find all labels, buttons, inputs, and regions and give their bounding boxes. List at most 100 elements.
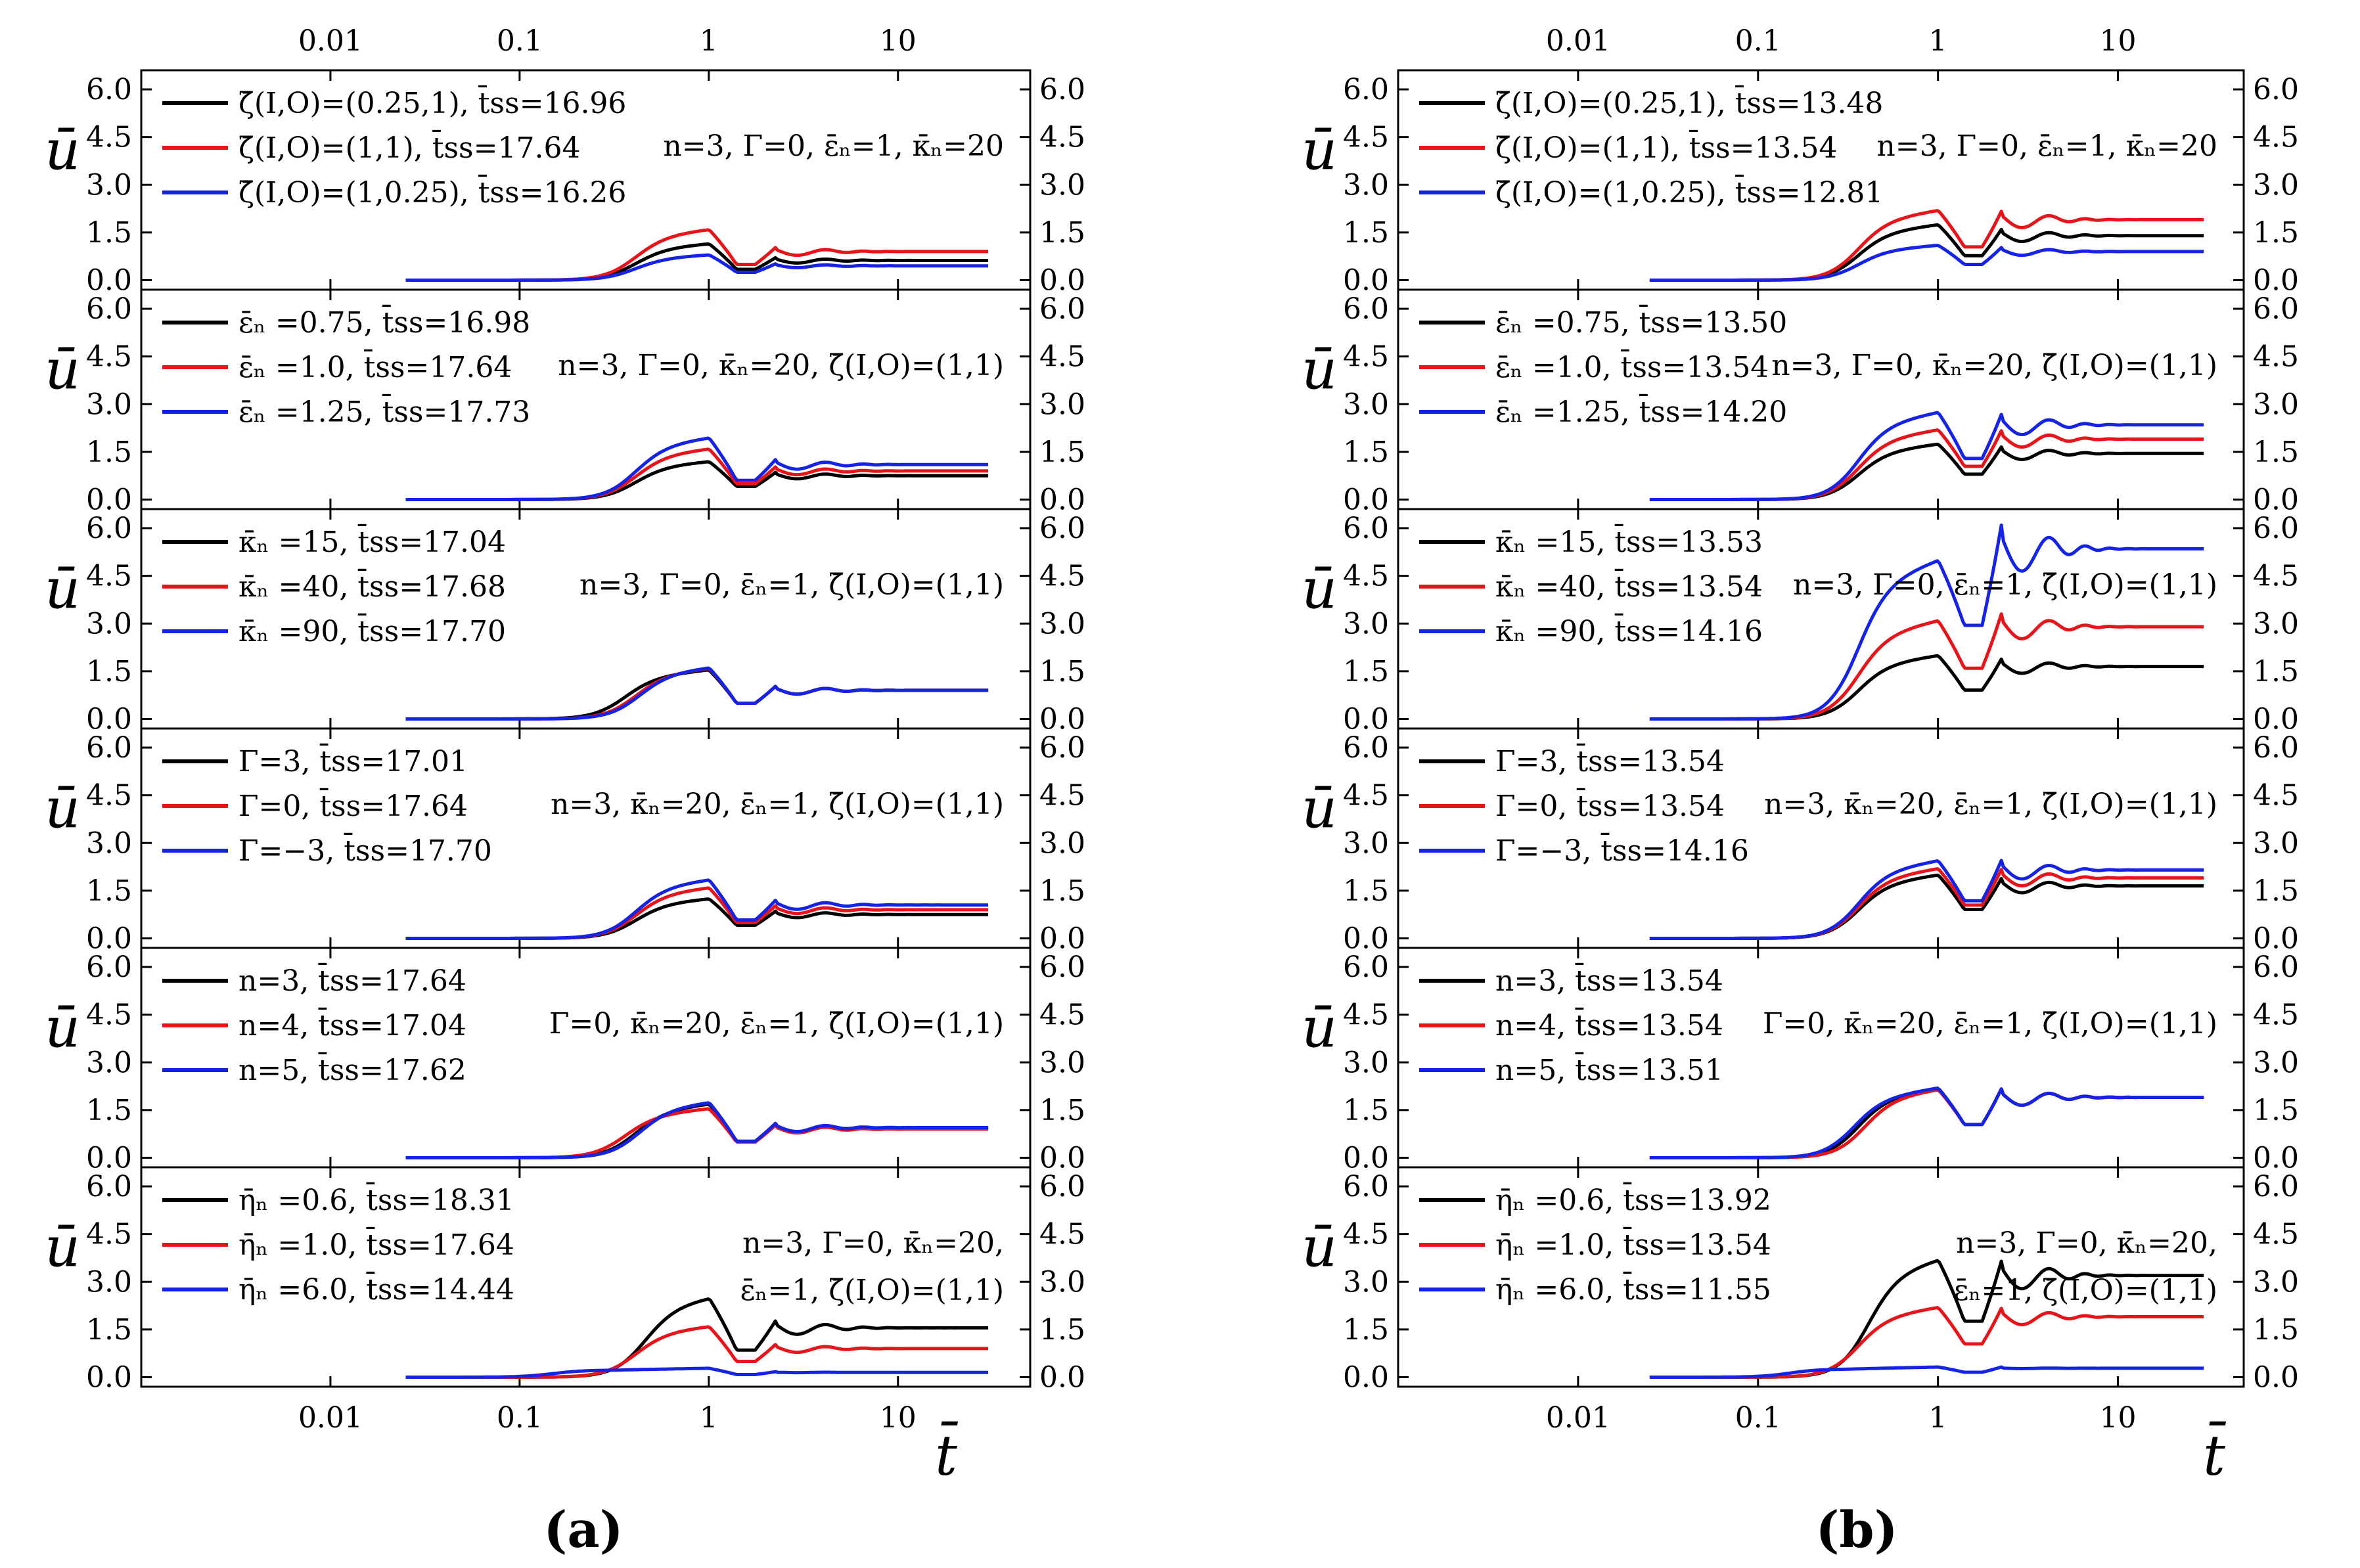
y-axis-label: ū (45, 995, 80, 1060)
y-tick-label-right: 4.5 (2253, 998, 2299, 1032)
y-tick-label-right: 6.0 (2253, 512, 2299, 545)
y-axis-label: ū (45, 776, 80, 840)
panel-b-6: 0.0 0.0 1.5 1.5 3.0 3.0 4.5 4.5 6.0 6.0 0.01 0.1 1 10… (1302, 1166, 2299, 1435)
series-line-3 (405, 878, 989, 940)
x-tick-label-bottom: 0.01 (298, 1401, 363, 1435)
parameter-annotation: n=3, κ̄ₙ=20, ε̄ₙ=1, ζ̄(I,O)=(1,1) (1764, 788, 2217, 821)
legend-label-2: ε̄ₙ =1.0, t̄ss=13.54 (1495, 348, 1769, 384)
legend-label-1: ε̄ₙ =0.75, t̄ss=13.50 (1495, 303, 1787, 340)
y-tick-label-right: 4.5 (2253, 121, 2299, 154)
y-tick-label-right: 0.0 (2253, 702, 2299, 736)
y-tick-label-right: 4.5 (1039, 1218, 1085, 1251)
y-tick-label-left: 6.0 (1343, 73, 1389, 106)
x-axis-label-a: t̄ (935, 1421, 959, 1488)
legend-label-2: Γ=0, t̄ss=13.54 (1495, 787, 1725, 823)
legend-label-3: Γ=−3, t̄ss=14.16 (1495, 832, 1749, 868)
y-tick-label-right: 6.0 (1039, 731, 1085, 765)
y-tick-label-right: 0.0 (1039, 922, 1085, 955)
y-tick-label-right: 4.5 (1039, 998, 1085, 1032)
y-tick-label-right: 3.0 (1039, 1265, 1085, 1299)
legend-label-1: η̄ₙ =0.6, t̄ss=13.92 (1495, 1181, 1771, 1217)
y-tick-label-left: 3.0 (1343, 1046, 1389, 1079)
y-tick-label-right: 3.0 (2253, 1265, 2299, 1299)
series-line-3 (1649, 1365, 2204, 1379)
parameter-annotation: n=3, Γ=0, ε̄ₙ=1, κ̄ₙ=20 (1876, 129, 2217, 163)
series-line-3 (405, 1366, 989, 1379)
series-line-1 (1649, 654, 2204, 721)
y-tick-label-left: 1.5 (1343, 216, 1389, 250)
y-axis-label: ū (1302, 118, 1337, 182)
x-axis-label-b: t̄ (2203, 1421, 2227, 1488)
y-tick-label-right: 6.0 (1039, 512, 1085, 545)
x-tick-label-top: 0.1 (497, 24, 543, 58)
y-tick-label-left: 3.0 (1343, 168, 1389, 202)
y-tick-label-left: 4.5 (86, 998, 132, 1032)
panel-label-a: (a) (543, 1500, 623, 1559)
series-line-1 (1649, 442, 2204, 501)
legend-label-1: κ̄ₙ =15, t̄ss=13.53 (1495, 523, 1763, 559)
y-tick-label-right: 1.5 (1039, 216, 1085, 250)
legend-label-2: η̄ₙ =1.0, t̄ss=17.64 (238, 1226, 514, 1262)
y-tick-label-left: 6.0 (86, 512, 132, 545)
y-tick-label-right: 0.0 (1039, 1141, 1085, 1175)
panel-a-4: 0.0 0.01.5 1.53.0 3.04.5 4.56.0 6.0ūΓ=3, t̄ss… (45, 727, 1085, 955)
y-tick-label-left: 6.0 (86, 73, 132, 106)
y-tick-label-left: 4.5 (86, 560, 132, 593)
y-tick-label-left: 1.5 (1343, 1094, 1389, 1127)
parameter-annotation: n=3, Γ=0, ε̄ₙ=1, ζ̄(I,O)=(1,1) (579, 568, 1004, 602)
x-tick-label-top: 1 (700, 24, 718, 58)
parameter-annotation: n=3, Γ=0, ε̄ₙ=1, ζ̄(I,O)=(1,1) (1793, 568, 2217, 602)
series-line-2 (1649, 1087, 2204, 1159)
parameter-annotation: n=3, Γ=0, ε̄ₙ=1, κ̄ₙ=20 (663, 129, 1004, 163)
y-tick-label-right: 1.5 (2253, 1313, 2299, 1347)
x-tick-label-top: 10 (2100, 24, 2137, 58)
y-tick-label-left: 4.5 (1343, 560, 1389, 593)
legend-label-1: n=3, t̄ss=17.64 (238, 962, 466, 998)
series-line-3 (405, 436, 989, 501)
legend-label-2: Γ=0, t̄ss=17.64 (238, 787, 468, 823)
plot-frame (1397, 1166, 2245, 1388)
parameter-annotation: n=3, κ̄ₙ=20, ε̄ₙ=1, ζ̄(I,O)=(1,1) (551, 788, 1004, 821)
legend-label-3: η̄ₙ =6.0, t̄ss=14.44 (238, 1270, 514, 1307)
legend-label-1: ζ̄(I,O)=(0.25,1), t̄ss=16.96 (238, 84, 626, 120)
panel-b-2: 0.0 0.01.5 1.53.0 3.04.5 4.56.0 6.0ūε̄ₙ =0.75… (1302, 288, 2299, 516)
y-axis-label: ū (45, 556, 80, 621)
legend-label-3: ζ̄(I,O)=(1,0.25), t̄ss=12.81 (1495, 173, 1883, 210)
y-tick-label-left: 4.5 (1343, 121, 1389, 154)
y-tick-label-left: 1.5 (1343, 874, 1389, 908)
legend-label-2: ζ̄(I,O)=(1,1), t̄ss=17.64 (238, 129, 580, 165)
y-tick-label-right: 1.5 (2253, 655, 2299, 688)
y-tick-label-right: 0.0 (1039, 1360, 1085, 1394)
y-tick-label-left: 3.0 (1343, 1265, 1389, 1299)
x-tick-label-top: 0.01 (298, 24, 363, 58)
y-tick-label-left: 6.0 (86, 731, 132, 765)
parameter-annotation: ε̄ₙ=1, ζ̄(I,O)=(1,1) (1954, 1274, 2217, 1307)
y-axis-label: ū (1302, 995, 1337, 1060)
panel-label-b: (b) (1815, 1500, 1897, 1559)
y-tick-label-left: 3.0 (86, 1046, 132, 1079)
y-tick-label-right: 6.0 (1039, 292, 1085, 326)
y-tick-label-left: 6.0 (1343, 512, 1389, 545)
plot-frame (140, 1166, 1032, 1388)
y-tick-label-right: 4.5 (2253, 1218, 2299, 1251)
legend-label-3: ζ̄(I,O)=(1,0.25), t̄ss=16.26 (238, 173, 626, 210)
y-tick-label-left: 6.0 (1343, 292, 1389, 326)
y-axis-label: ū (1302, 556, 1337, 621)
y-tick-label-right: 3.0 (2253, 1046, 2299, 1079)
y-tick-label-right: 0.0 (2253, 263, 2299, 297)
y-tick-label-left: 3.0 (86, 826, 132, 860)
y-tick-label-right: 4.5 (1039, 560, 1085, 593)
parameter-annotation: Γ=0, κ̄ₙ=20, ε̄ₙ=1, ζ̄(I,O)=(1,1) (549, 1007, 1004, 1041)
y-tick-label-left: 6.0 (86, 292, 132, 326)
legend-label-2: ζ̄(I,O)=(1,1), t̄ss=13.54 (1495, 129, 1837, 165)
y-axis-label: ū (45, 1215, 80, 1279)
y-tick-label-right: 4.5 (1039, 340, 1085, 374)
y-tick-label-left: 3.0 (1343, 826, 1389, 860)
y-tick-label-right: 6.0 (1039, 73, 1085, 106)
y-tick-label-right: 4.5 (2253, 779, 2299, 813)
y-tick-label-left: 1.5 (1343, 1313, 1389, 1347)
y-tick-label-left: 6.0 (1343, 731, 1389, 765)
legend-label-1: ε̄ₙ =0.75, t̄ss=16.98 (238, 303, 530, 340)
y-tick-label-right: 0.0 (1039, 702, 1085, 736)
